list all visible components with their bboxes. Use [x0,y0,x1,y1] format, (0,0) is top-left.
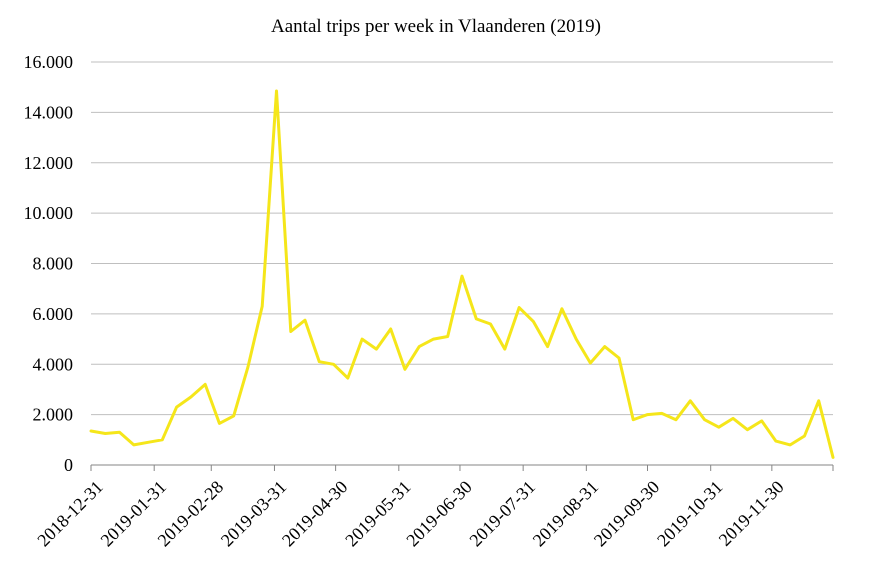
data-point [389,327,392,331]
y-tick-label: 10.000 [24,203,74,223]
data-point [646,413,649,416]
data-point [218,422,221,425]
data-point [275,89,278,93]
y-tick-label: 6.000 [33,304,74,324]
data-point [689,399,692,402]
data-point [375,347,378,351]
series-line-0 [89,89,835,459]
y-tick-label: 0 [64,455,73,475]
y-tick-label: 16.000 [24,52,74,72]
x-tick-label: 2019-06-30 [402,477,476,551]
data-point [575,337,578,341]
data-point [261,305,264,308]
data-point [660,412,663,415]
y-tick-label: 14.000 [24,102,74,122]
data-point [104,432,107,435]
data-point [603,345,606,348]
data-point [560,307,564,310]
data-point [89,429,93,433]
x-tick-label: 2019-09-30 [590,477,664,551]
data-point [446,335,449,338]
data-point [674,418,678,421]
y-axis-ticks: 0 2.000 4.000 6.000 8.000 10.000 12.000 14.000 1… [24,52,74,475]
data-point [189,395,193,399]
x-tick-label: 2019-10-31 [653,477,727,551]
data-point [617,356,621,360]
x-tick-label: 2019-05-31 [341,477,415,551]
x-tick-label: 2019-07-31 [465,477,539,551]
data-point [318,360,321,363]
data-point [360,337,364,341]
data-point [146,441,150,444]
data-point [831,456,835,459]
x-tick-label: 2019-08-31 [529,477,603,551]
x-tick-label: 2019-04-30 [278,477,352,551]
x-tick-label: 2019-11-30 [715,477,788,550]
data-point [346,376,349,380]
data-point [703,418,706,421]
data-point [774,439,778,443]
data-point [489,322,492,326]
data-point [731,417,735,420]
data-point [632,418,635,421]
data-point [246,365,250,368]
data-point [403,368,407,371]
data-point [232,414,235,418]
data-point [760,419,763,423]
x-tick-label: 2018-12-31 [33,477,107,551]
chart-title: Aantal trips per week in Vlaanderen (201… [271,16,601,37]
y-tick-label: 12.000 [24,153,74,173]
y-tick-label: 8.000 [33,254,74,274]
data-point [817,399,820,402]
x-axis-ticks: 2018-12-312019-01-312019-02-282019-03-31… [33,465,834,551]
gridlines [91,61,833,416]
data-point [589,361,592,365]
data-point [418,345,421,348]
y-tick-label: 2.000 [33,405,74,425]
data-point [789,443,792,447]
data-point [118,431,121,434]
data-point [432,337,435,341]
data-point [803,434,806,438]
x-tick-label: 2019-03-31 [217,477,291,551]
data-point [546,345,549,348]
data-point [517,306,521,309]
data-point [475,317,478,321]
data-point [717,426,720,429]
series-layer [89,89,835,459]
y-tick-label: 4.000 [33,354,74,374]
data-point [460,274,464,278]
data-point [503,347,506,351]
data-point [746,428,749,431]
data-point [204,383,207,386]
data-point [332,363,335,366]
data-point [532,320,535,323]
data-point [132,443,135,447]
data-point [289,330,292,333]
data-point [303,319,307,322]
data-point [175,405,178,409]
data-point [161,438,164,441]
